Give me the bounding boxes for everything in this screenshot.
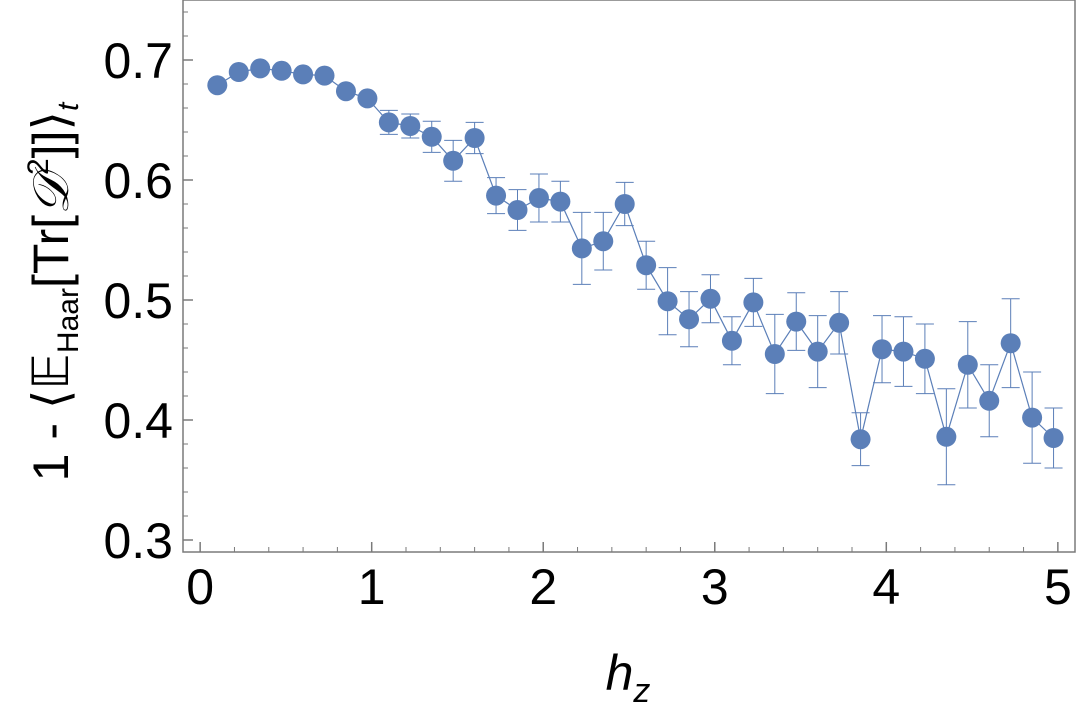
data-point: [378, 112, 399, 133]
data-point: [679, 309, 700, 330]
data-point: [228, 62, 249, 82]
data-point: [936, 426, 957, 447]
series-line: [216, 67, 1055, 440]
data-point: [957, 354, 978, 375]
data-point: [743, 292, 764, 313]
data-point: [464, 128, 485, 148]
data-points: [207, 58, 1064, 450]
y-axis-title-prefix: 1 - ⟨: [23, 390, 79, 482]
y-axis-title-inner: [Tr[: [23, 215, 79, 288]
y-axis-title: 1 - ⟨𝔼Haar[Tr[𝒟2]]⟩t: [22, 101, 85, 481]
y-tick-label: 0.6: [103, 153, 173, 209]
data-point: [335, 81, 356, 102]
data-point: [250, 58, 271, 79]
data-point: [293, 64, 314, 85]
x-tick-label: 4: [872, 559, 900, 615]
data-point: [636, 255, 657, 276]
data-point: [850, 429, 871, 450]
data-point: [1043, 428, 1064, 448]
data-point: [1022, 407, 1043, 428]
x-axis-title: hz: [606, 645, 651, 710]
data-point: [507, 200, 528, 220]
data-point: [914, 348, 935, 369]
error-bars: [379, 109, 1063, 486]
y-tick-label: 0.3: [103, 513, 173, 569]
y-tick-label: 0.7: [103, 33, 173, 89]
data-point: [657, 291, 678, 312]
data-point: [764, 344, 785, 364]
data-point: [400, 116, 421, 136]
y-axis-title-sub: t: [52, 101, 85, 111]
data-point: [550, 191, 571, 212]
x-tick-label: 3: [701, 559, 729, 615]
data-point: [893, 341, 914, 362]
x-axis-title-sub: z: [632, 672, 650, 710]
x-tick-label: 5: [1044, 559, 1072, 615]
plot-frame: [182, 0, 1076, 553]
y-axis-title-expectation-sub: Haar: [52, 288, 85, 353]
data-point: [571, 238, 592, 259]
y-axis-title-expectation: 𝔼: [23, 353, 79, 389]
data-point: [1000, 333, 1021, 354]
data-point: [357, 88, 378, 109]
data-point: [207, 75, 228, 96]
data-point: [829, 312, 850, 333]
y-axis-title-power: 2: [22, 158, 55, 175]
data-point: [786, 311, 807, 332]
data-point: [700, 288, 721, 309]
data-point: [807, 341, 828, 362]
x-axis-title-main: h: [606, 645, 634, 701]
data-point: [443, 150, 464, 171]
y-axis-title-close: ]]⟩: [23, 111, 79, 158]
data-point: [721, 330, 742, 351]
data-point: [979, 390, 1000, 411]
x-tick-label: 0: [186, 559, 214, 615]
x-axis-ticks: 0 1 2 3 4 5: [186, 542, 1072, 615]
x-tick-label: 1: [358, 559, 386, 615]
data-point: [314, 65, 335, 86]
x-tick-label: 2: [529, 559, 557, 615]
data-point: [271, 60, 292, 81]
y-axis-ticks: 0.3 0.4 0.5 0.6 0.7: [103, 11, 193, 569]
data-point: [421, 126, 442, 147]
data-point: [486, 185, 507, 206]
data-point: [593, 231, 614, 252]
y-tick-label: 0.4: [103, 393, 173, 449]
data-point: [528, 188, 549, 208]
y-tick-label: 0.5: [103, 273, 173, 329]
data-point: [614, 194, 635, 214]
data-point: [872, 339, 893, 360]
